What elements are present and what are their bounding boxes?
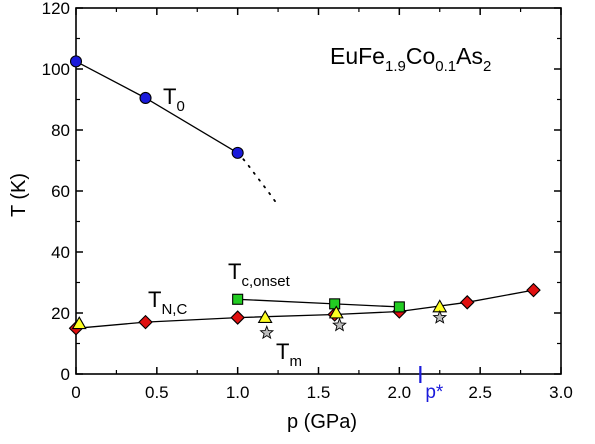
y-tick-label: 20 [51, 304, 70, 323]
series-labels: T0 TN,C Tc,onset Tm p* [148, 84, 444, 403]
x-tick-label: 1.0 [226, 383, 250, 402]
x-tick-label: 0 [71, 383, 80, 402]
x-axis-label: p (GPa) [287, 411, 357, 433]
triangles-point [328, 305, 344, 319]
T0_extrap-extrapolation-line [236, 152, 278, 205]
TNC-label: TN,C [148, 287, 187, 318]
Tm-label: Tm [276, 339, 302, 370]
y-tick-label: 100 [42, 60, 70, 79]
T0-point [139, 91, 152, 105]
TNC-point [138, 314, 153, 330]
y-tick-label: 0 [61, 365, 70, 384]
x-tick-label: 1.5 [307, 383, 331, 402]
y-tick-label: 80 [51, 121, 70, 140]
TNC-point [459, 295, 475, 310]
Tc_onset-point [329, 298, 341, 310]
x-tick-label: 2.0 [388, 383, 412, 402]
Tc_onset-point [393, 301, 405, 313]
series-markers [68, 55, 541, 340]
triangles-point [257, 309, 273, 324]
Tm-point [332, 317, 347, 332]
x-tick-label: 0.5 [145, 383, 169, 402]
T0-point [69, 55, 83, 68]
pstar-label: p* [425, 382, 444, 403]
y-axis-label: T (K) [8, 173, 30, 217]
Tm-point [259, 325, 275, 340]
T0-line [75, 60, 239, 154]
Tc_onset-point [232, 293, 244, 305]
axes-frame: 0 0.5 1.0 1.5 2.0 2.5 3.0 0 20 40 60 80 100 120 [42, 0, 573, 402]
T0-point [231, 146, 244, 159]
TNC-point [230, 310, 245, 325]
triangles-point [71, 316, 87, 330]
x-tick-label: 2.5 [468, 383, 492, 402]
T0-label: T0 [163, 84, 185, 115]
Tc_onset-label: Tc,onset [228, 259, 291, 290]
y-tick-label: 60 [51, 182, 70, 201]
Tc_onset-line [237, 298, 400, 308]
Tm-point [432, 309, 448, 324]
compound-label: EuFe1.9Co0.1As2 [330, 43, 491, 75]
x-tick-label: 3.0 [549, 383, 573, 402]
y-tick-label: 40 [51, 243, 70, 262]
TNC-point [526, 282, 541, 298]
y-tick-label: 120 [42, 0, 70, 18]
